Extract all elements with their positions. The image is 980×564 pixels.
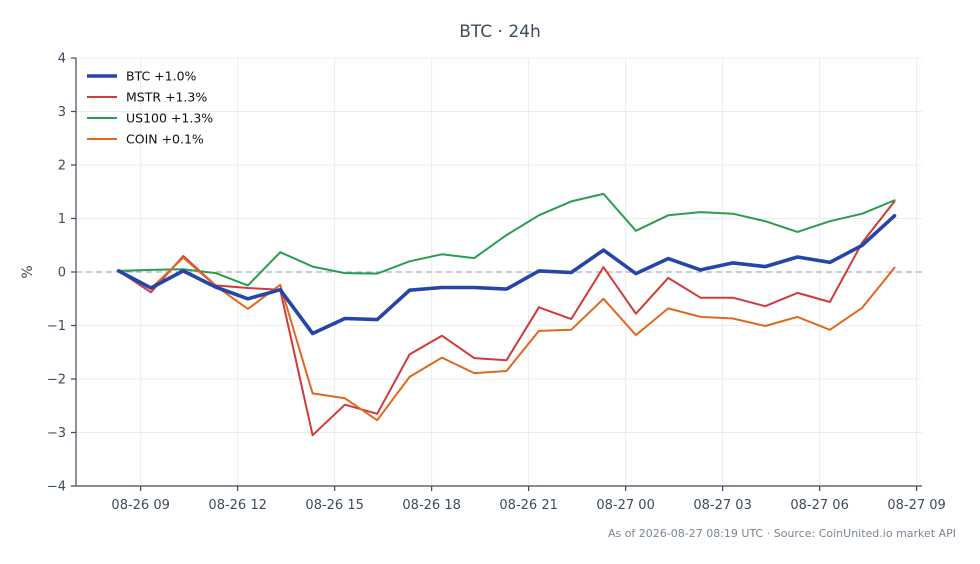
x-tick-label: 08-26 09 xyxy=(111,498,169,513)
y-tick-label: 4 xyxy=(58,52,66,67)
series-line-3 xyxy=(117,192,896,287)
legend-label: COIN +0.1% xyxy=(126,132,204,147)
legend-label: MSTR +1.3% xyxy=(126,90,207,105)
y-tick-label: 2 xyxy=(58,159,66,174)
legend: BTC +1.0% MSTR +1.3% US100 +1.3% COIN +0.1% xyxy=(87,69,213,147)
series-lines xyxy=(116,192,897,437)
y-tick-label: −2 xyxy=(47,373,66,388)
y-tick-label: 3 xyxy=(58,105,66,120)
x-tick-label: 08-26 18 xyxy=(402,498,460,513)
series-line-1 xyxy=(116,214,897,336)
y-tick-labels: 4 3 2 1 0 −1 −2 −3 −4 xyxy=(47,52,76,495)
y-tick-label: 0 xyxy=(58,266,66,281)
x-tick-label: 08-27 09 xyxy=(887,498,945,513)
x-tick-label: 08-27 03 xyxy=(693,498,751,513)
series-line-4 xyxy=(117,256,896,422)
x-tick-label: 08-27 06 xyxy=(790,498,848,513)
y-tick-label: −4 xyxy=(47,480,66,495)
legend-label: BTC +1.0% xyxy=(126,69,197,84)
x-tick-label: 08-27 00 xyxy=(596,498,654,513)
x-tick-label: 08-26 15 xyxy=(305,498,363,513)
series-line-2 xyxy=(117,200,896,437)
y-tick-label: 1 xyxy=(58,212,66,227)
y-tick-label: −3 xyxy=(47,426,66,441)
x-tick-label: 08-26 21 xyxy=(499,498,557,513)
chart-title: BTC · 24h xyxy=(459,22,541,42)
x-tick-label: 08-26 12 xyxy=(208,498,266,513)
y-tick-label: −1 xyxy=(47,319,66,334)
y-axis-label: % xyxy=(20,265,36,278)
x-tick-labels: 08-26 09 08-26 12 08-26 15 08-26 18 08-26 21… xyxy=(111,486,946,513)
source-caption: As of 2026-08-27 08:19 UTC · Source: Coi… xyxy=(608,527,956,540)
legend-label: US100 +1.3% xyxy=(126,111,213,126)
